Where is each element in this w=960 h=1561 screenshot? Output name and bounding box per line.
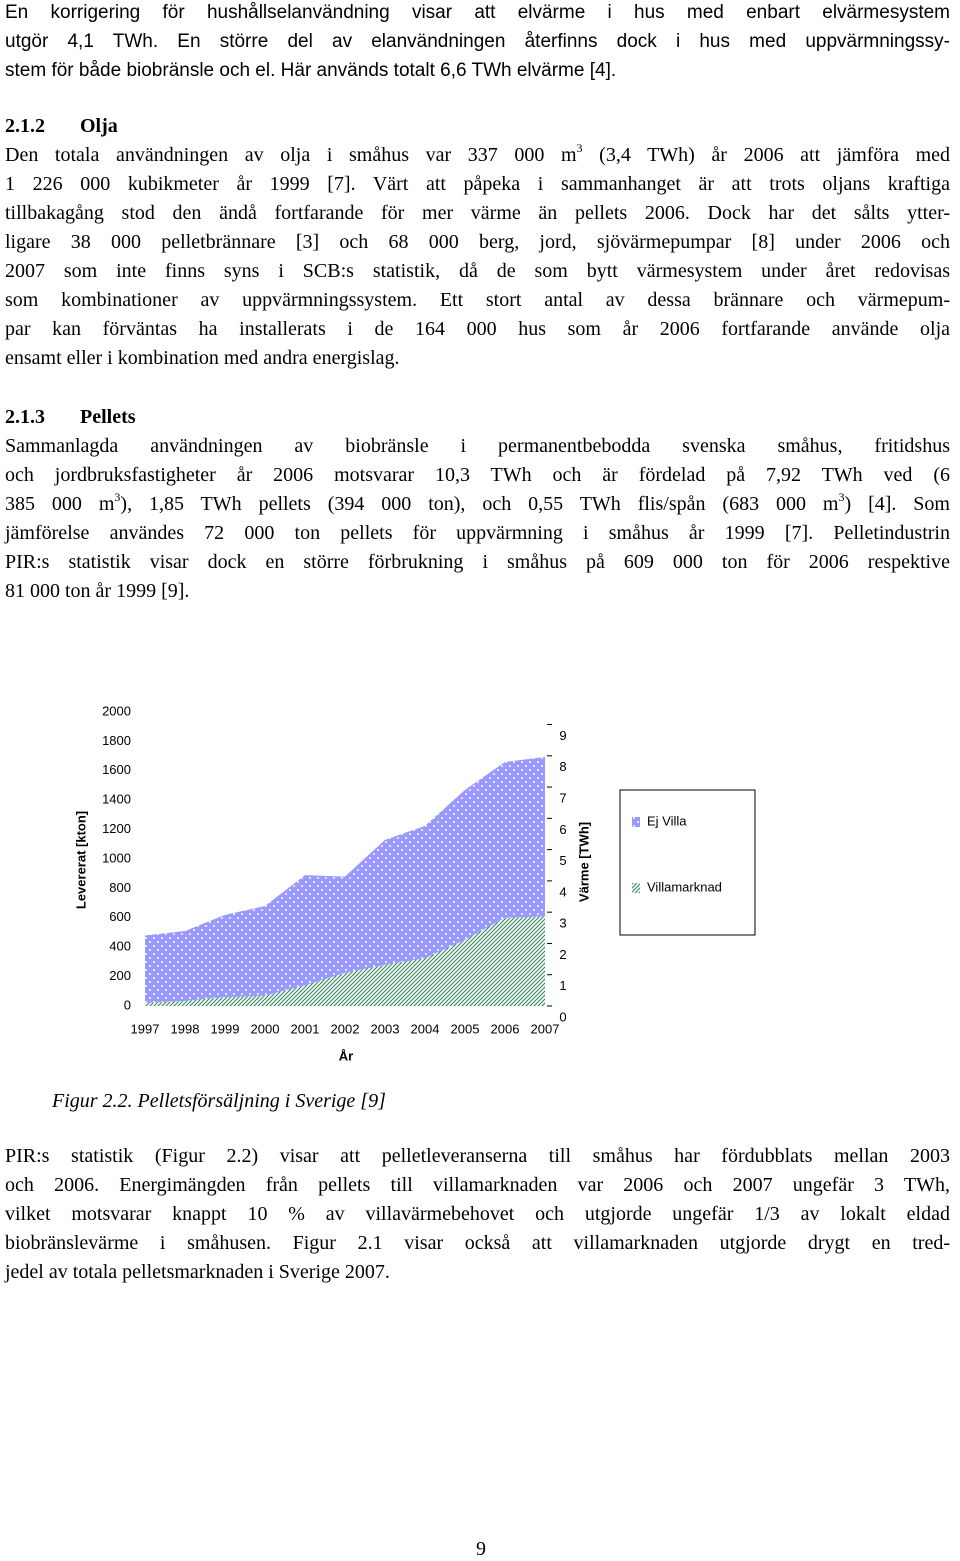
x-tick-label: 2001: [291, 1021, 320, 1036]
y2-tick-label: 7: [559, 791, 566, 806]
text-run: 385 000 m: [5, 493, 115, 515]
x-tick-label: 2000: [251, 1021, 280, 1036]
superscript: 3: [114, 490, 121, 504]
x-axis-title: År: [339, 1048, 353, 1063]
text-line: PIR:s statistik visar dock en större för…: [5, 551, 950, 573]
y2-tick-label: 4: [559, 884, 566, 899]
figure-caption: Figur 2.2. Pelletsförsäljning i Sverige …: [52, 1090, 386, 1112]
x-tick-label: 2006: [491, 1021, 520, 1036]
text-line: stem för både biobränsle och el. Här anv…: [5, 60, 617, 81]
text-line: utgör 4,1 TWh. En större del av elanvänd…: [5, 31, 950, 52]
y-tick-label: 0: [124, 997, 131, 1012]
y2-tick-label: 6: [559, 822, 566, 837]
text-line: och jordbruksfastigheter år 2006 motsvar…: [5, 464, 950, 486]
y2-tick-label: 2: [559, 947, 566, 962]
legend-label: Villamarknad: [647, 879, 722, 894]
x-tick-label: 2005: [451, 1021, 480, 1036]
text-run: ), 1,85 TWh pellets (394 000 ton), och 0…: [120, 493, 839, 515]
y-tick-label: 2000: [102, 703, 131, 718]
text-line: 2007 som inte finns syns i SCB:s statist…: [5, 260, 950, 282]
y2-tick-label: 3: [559, 916, 566, 931]
text-line: 1 226 000 kubikmeter år 1999 [7]. Värt a…: [5, 173, 950, 195]
x-tick-label: 2004: [411, 1021, 440, 1036]
section: 2.1.3 Pellets Sammanlagda användningen av …: [5, 403, 950, 606]
y-tick-label: 1200: [102, 821, 131, 836]
text-line: Sammanlagda användningen av biobränsle i…: [5, 435, 950, 457]
legend-box: [619, 789, 756, 936]
x-tick-label: 2002: [331, 1021, 360, 1036]
text-line: 81 000 ton år 1999 [9].: [5, 580, 190, 602]
text-line: 385 000 m3), 1,85 TWh pellets (394 000 t…: [5, 490, 950, 519]
y2-tick-label: 9: [559, 728, 566, 743]
area: [145, 756, 545, 1004]
y-tick-label: 1600: [102, 762, 131, 777]
text-line: ligare 38 000 pelletbrännare [3] och 68 …: [5, 231, 950, 253]
legend-swatch: [632, 883, 640, 893]
text-line: jämförelse användes 72 000 ton pellets f…: [5, 522, 950, 544]
section: 2.1.2 Olja Den totala användningen av olja…: [5, 112, 950, 373]
x-tick-label: 1998: [171, 1021, 200, 1036]
section-title: Pellets: [80, 406, 136, 428]
intro-paragraph: En korrigering för hushållselanvändning …: [5, 0, 950, 85]
text-line: par kan förväntas ha installerats i de 1…: [5, 318, 950, 340]
area: [145, 916, 545, 1006]
text-run: ) [4]. Som: [844, 493, 950, 515]
text-line: och 2006. Energimängden från pellets til…: [5, 1174, 950, 1196]
text-line: vilket motsvarar knappt 10 % av villavär…: [5, 1203, 950, 1225]
superscript: 3: [838, 490, 845, 504]
text-run: Den totala användningen av olja i småhus…: [5, 144, 577, 166]
section-heading: 2.1.3 Pellets: [5, 403, 950, 432]
text-line: tillbakagång stod den ändå fortfarande f…: [5, 202, 950, 224]
legend-label: Ej Villa: [647, 813, 687, 828]
y-tick-label: 400: [109, 939, 131, 954]
y2-tick-label: 8: [559, 759, 566, 774]
y2-tick-label: 5: [559, 853, 566, 868]
section-number: 2.1.3: [5, 406, 45, 428]
text-line: Den totala användningen av olja i småhus…: [5, 141, 950, 170]
x-tick-label: 1997: [131, 1021, 160, 1036]
y2-tick-label: 0: [559, 1009, 566, 1024]
y-tick-label: 600: [109, 909, 131, 924]
y-tick-label: 800: [109, 880, 131, 895]
text-line: jedel av totala pelletsmarknaden i Sveri…: [5, 1261, 390, 1283]
y-tick-label: 1400: [102, 792, 131, 807]
page-number: 9: [476, 1538, 486, 1560]
text-line: PIR:s statistik (Figur 2.2) visar att pe…: [5, 1145, 950, 1167]
y2-tick-label: 1: [559, 978, 566, 993]
y-axis-title: Levererat [kton]: [73, 811, 88, 909]
text-line: ensamt eller i kombination med andra ene…: [5, 347, 400, 369]
section-number: 2.1.2: [5, 115, 45, 137]
text-run: (3,4 TWh) år 2006 att jämföra med: [582, 144, 951, 166]
text-line: biobränslevärme i småhusen. Figur 2.1 vi…: [5, 1232, 950, 1254]
y-tick-label: 1000: [102, 850, 131, 865]
text-line: En korrigering för hushållselanvändning …: [5, 2, 950, 23]
x-tick-label: 2007: [531, 1021, 560, 1036]
x-tick-label: 1999: [211, 1021, 240, 1036]
y-tick-label: 200: [109, 968, 131, 983]
superscript: 3: [576, 141, 583, 155]
section-heading: 2.1.2 Olja: [5, 112, 950, 141]
legend-swatch: [632, 817, 640, 827]
y-tick-label: 1800: [102, 733, 131, 748]
section-title: Olja: [80, 115, 118, 137]
text-line: som kombinationer av uppvärmningssystem.…: [5, 289, 950, 311]
closing-paragraph: PIR:s statistik (Figur 2.2) visar att pe…: [5, 1142, 950, 1287]
y2-axis-title: Värme [TWh]: [576, 822, 591, 902]
x-tick-label: 2003: [371, 1021, 400, 1036]
